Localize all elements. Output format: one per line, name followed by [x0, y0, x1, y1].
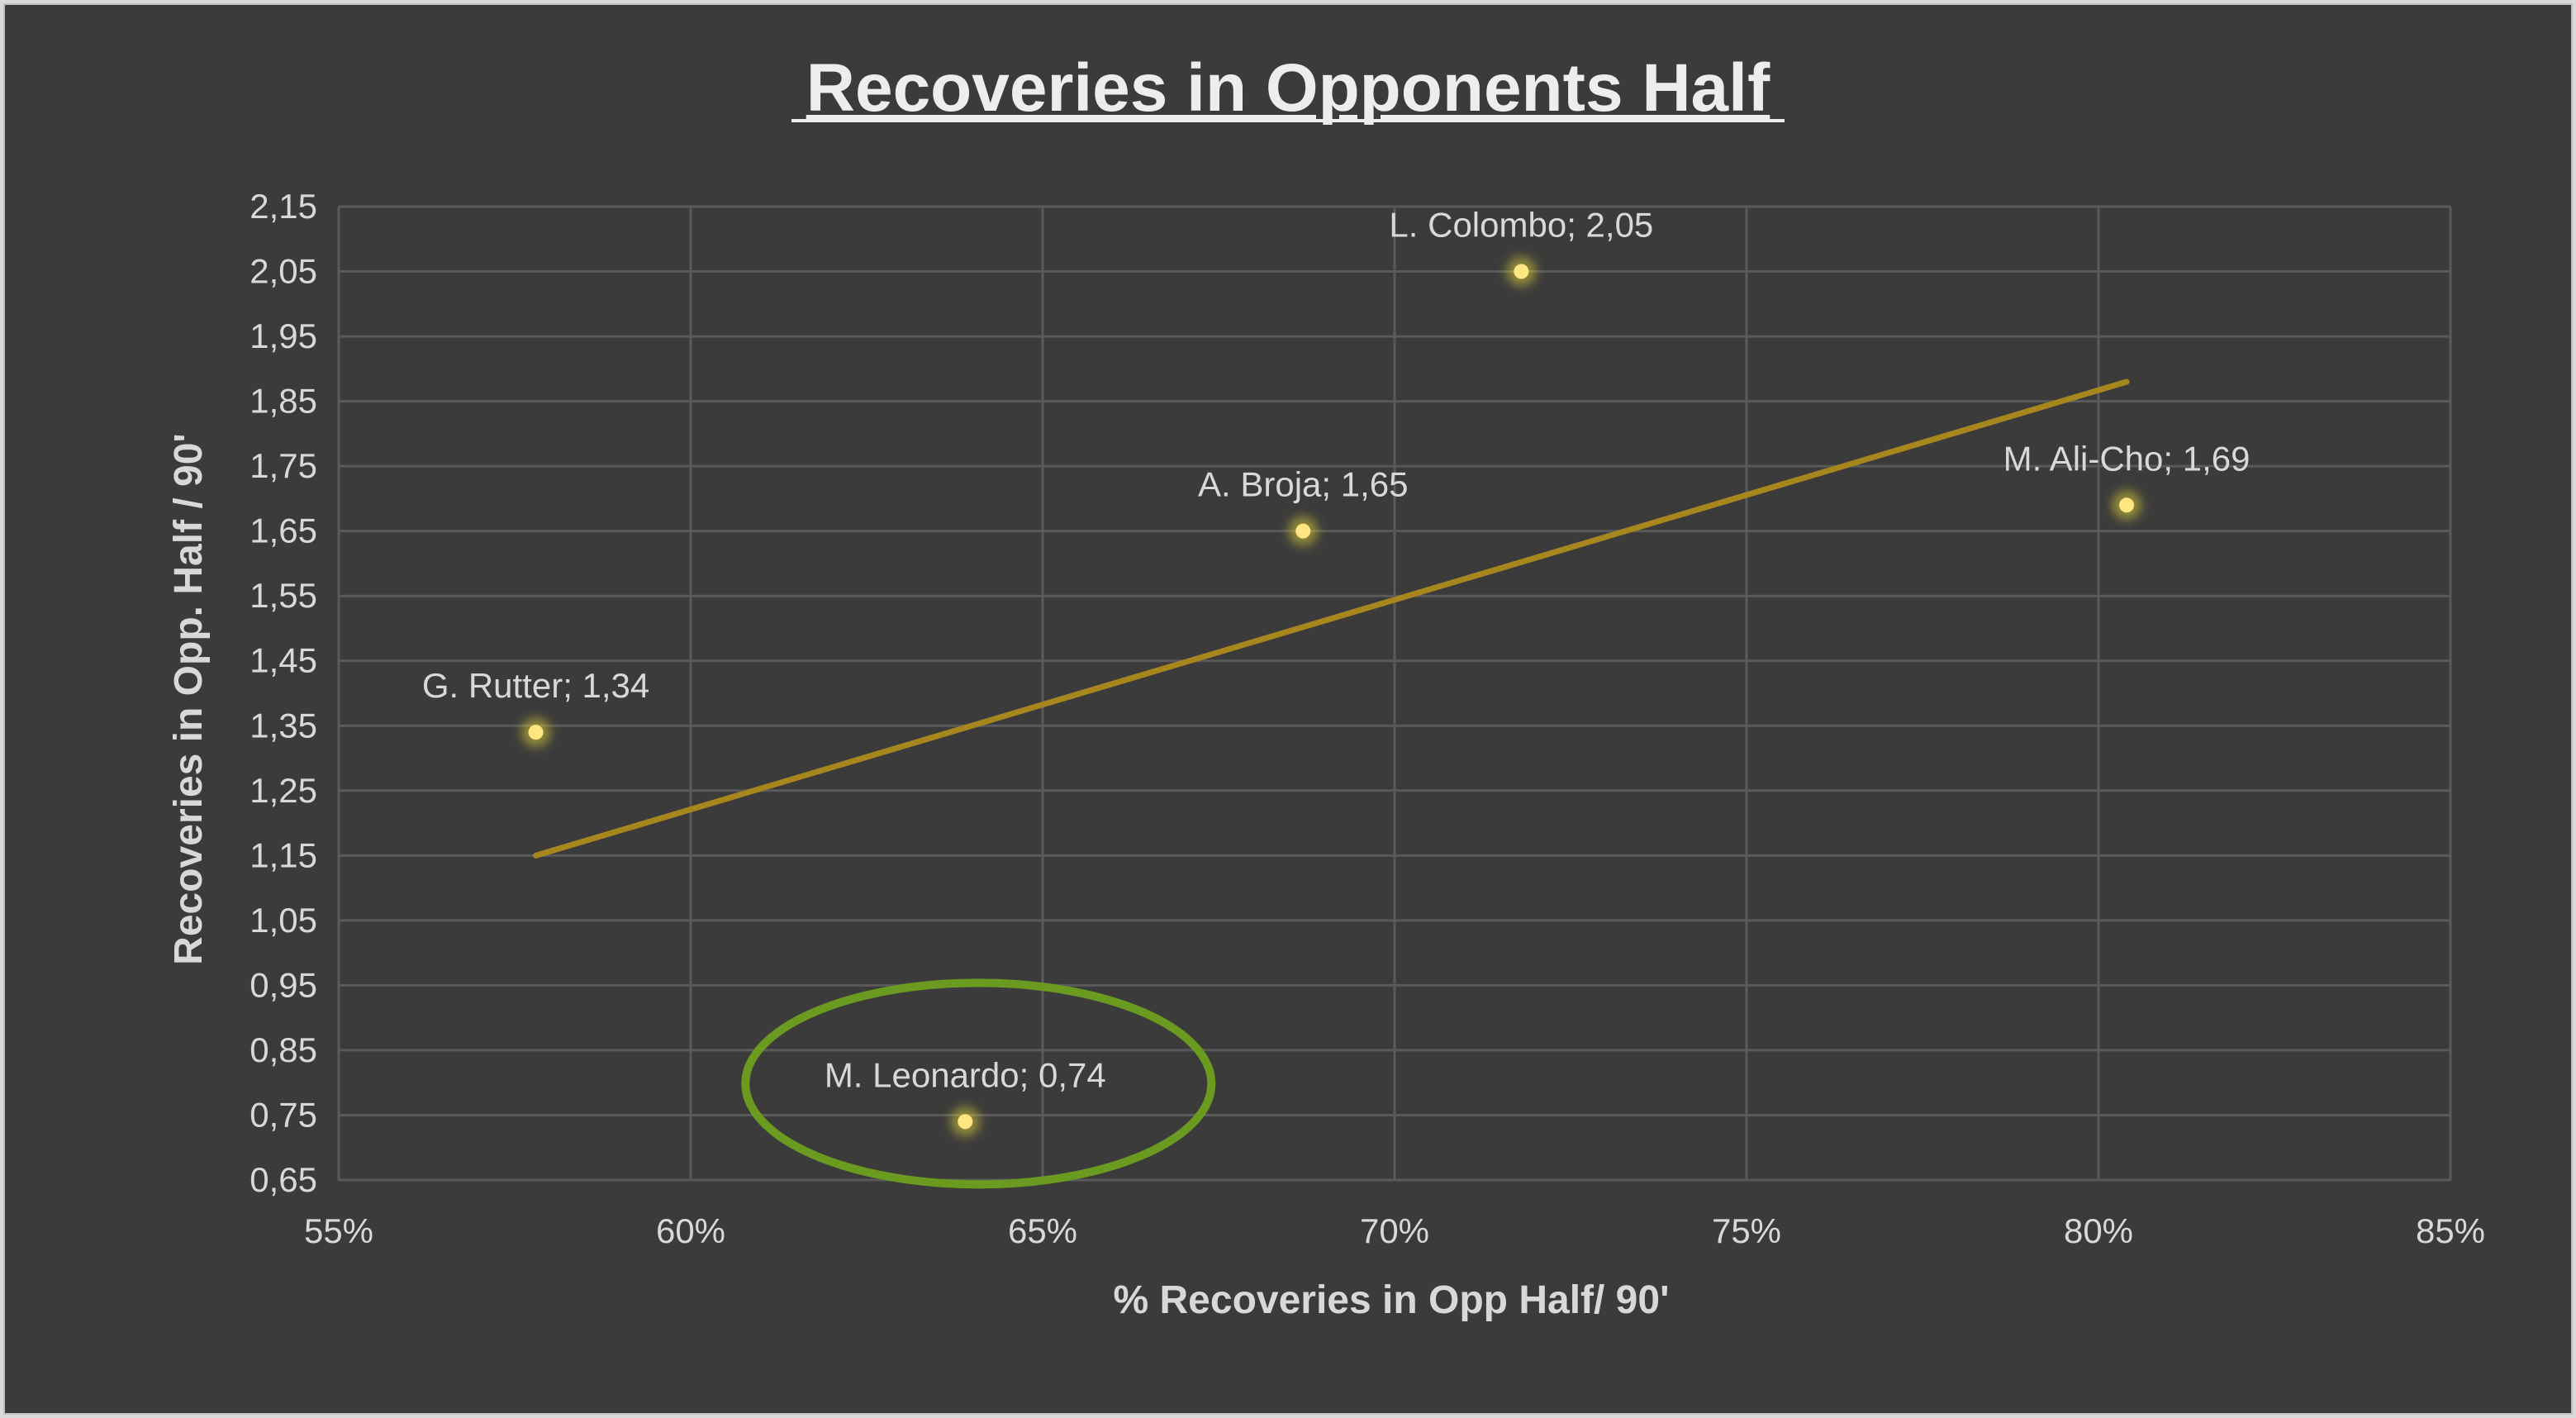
data-label: M. Ali-Cho; 1,69	[2003, 439, 2250, 478]
x-tick-label: 70%	[1360, 1211, 1429, 1250]
y-tick-label: 0,95	[250, 965, 317, 1004]
y-tick-label: 2,15	[250, 187, 317, 226]
y-tick-label: 0,85	[250, 1030, 317, 1069]
data-label: G. Rutter; 1,34	[422, 666, 649, 705]
data-point	[2119, 497, 2135, 513]
y-tick-label: 1,75	[250, 446, 317, 485]
y-tick-label: 0,65	[250, 1160, 317, 1199]
x-tick-label: 85%	[2416, 1211, 2485, 1250]
scatter-chart: Recoveries in Opponents Half 0,65 0,75 0,8…	[167, 50, 2485, 1322]
y-tick-label: 1,85	[250, 382, 317, 421]
y-tick-label: 1,45	[250, 641, 317, 680]
y-tick-label: 1,55	[250, 576, 317, 615]
data-label: M. Leonardo; 0,74	[825, 1055, 1106, 1094]
y-tick-label: 1,65	[250, 512, 317, 550]
y-tick-label: 1,05	[250, 901, 317, 940]
data-point	[528, 725, 544, 740]
data-point	[958, 1114, 973, 1130]
data-label: A. Broja; 1,65	[1198, 465, 1408, 504]
y-tick-label: 1,35	[250, 706, 317, 745]
points-layer	[520, 256, 2142, 1137]
y-tick-label: 1,95	[250, 316, 317, 355]
trendline	[533, 378, 2130, 859]
highlight-ellipse	[741, 978, 1216, 1189]
y-tick-label: 1,15	[250, 835, 317, 874]
x-tick-labels: 55% 60% 65% 70% 75% 80% 85%	[304, 1211, 2485, 1250]
x-tick-label: 55%	[304, 1211, 373, 1250]
data-point	[1514, 264, 1529, 279]
x-axis-title: % Recoveries in Opp Half/ 90'	[1114, 1278, 1670, 1322]
x-tick-label: 75%	[1712, 1211, 1781, 1250]
trendline-layer	[533, 378, 2130, 859]
x-tick-label: 65%	[1008, 1211, 1077, 1250]
chart-title: Recoveries in Opponents Half	[806, 50, 1770, 126]
chart-frame: Recoveries in Opponents Half 0,65 0,75 0,8…	[3, 3, 2573, 1415]
y-axis-title: Recoveries in Opp. Half / 90'	[167, 433, 211, 965]
y-tick-label: 1,25	[250, 771, 317, 810]
x-tick-label: 80%	[2064, 1211, 2133, 1250]
x-tick-label: 60%	[656, 1211, 725, 1250]
y-tick-label: 0,75	[250, 1095, 317, 1134]
data-label: L. Colombo; 2,05	[1389, 206, 1653, 245]
highlight-layer	[741, 978, 1216, 1189]
y-tick-labels: 0,65 0,75 0,85 0,95 1,05 1,15 1,25 1,35 1,45 1,55…	[250, 187, 317, 1199]
grid	[337, 205, 2452, 1182]
y-tick-label: 2,05	[250, 252, 317, 291]
point-labels-layer: G. Rutter; 1,34 M. Leonardo; 0,74 A. Broja…	[422, 206, 2250, 1095]
data-point	[1295, 523, 1311, 539]
